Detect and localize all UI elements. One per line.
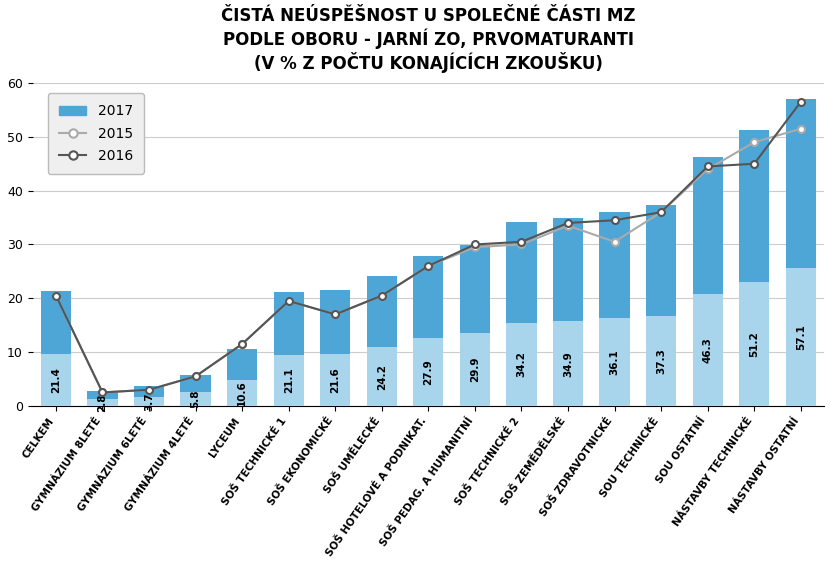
Bar [692, 157, 723, 406]
Bar [646, 205, 676, 406]
Bar [692, 294, 723, 406]
Text: 36.1: 36.1 [610, 349, 620, 375]
Bar [553, 218, 583, 406]
Text: 5.8: 5.8 [190, 390, 200, 408]
Bar [599, 319, 630, 406]
Bar [460, 333, 490, 406]
Bar [87, 391, 118, 406]
Bar [320, 290, 351, 406]
Text: 10.6: 10.6 [237, 380, 247, 406]
Title: ČISTÁ NEÚSPĚŠNOST U SPOLEČNÉ ČÁSTI MZ
PODLE OBORU - JARNÍ ZO, PRVOMATURANTI
(V %: ČISTÁ NEÚSPĚŠNOST U SPOLEČNÉ ČÁSTI MZ PO… [221, 7, 636, 73]
Text: 21.6: 21.6 [330, 367, 340, 393]
Text: 24.2: 24.2 [376, 364, 386, 389]
Text: 57.1: 57.1 [796, 324, 806, 350]
Bar [553, 321, 583, 406]
Bar [87, 399, 118, 406]
Bar [41, 291, 71, 406]
Text: 46.3: 46.3 [703, 337, 713, 363]
Bar [273, 355, 304, 406]
Bar [227, 349, 258, 406]
Text: 34.2: 34.2 [516, 351, 527, 377]
Bar [785, 99, 816, 406]
Bar [413, 256, 444, 406]
Bar [41, 354, 71, 406]
Bar [506, 222, 537, 406]
Text: 27.9: 27.9 [423, 359, 433, 385]
Text: 29.9: 29.9 [470, 357, 480, 383]
Text: 51.2: 51.2 [750, 331, 760, 357]
Bar [180, 392, 211, 406]
Bar [506, 323, 537, 406]
Text: 21.4: 21.4 [51, 367, 61, 393]
Bar [599, 212, 630, 406]
Bar [366, 347, 397, 406]
Bar [739, 131, 770, 406]
Bar [460, 245, 490, 406]
Bar [227, 380, 258, 406]
Bar [134, 397, 165, 406]
Text: 3.7: 3.7 [144, 392, 154, 411]
Text: 21.1: 21.1 [283, 367, 293, 393]
Bar [180, 375, 211, 406]
Bar [366, 276, 397, 406]
Bar [785, 268, 816, 406]
Legend: 2017, 2015, 2016: 2017, 2015, 2016 [47, 93, 144, 174]
Text: 2.8: 2.8 [97, 393, 107, 412]
Bar [413, 338, 444, 406]
Text: 37.3: 37.3 [656, 348, 666, 373]
Bar [134, 386, 165, 406]
Bar [273, 292, 304, 406]
Text: 34.9: 34.9 [563, 351, 573, 376]
Bar [646, 316, 676, 406]
Bar [739, 282, 770, 406]
Bar [320, 354, 351, 406]
